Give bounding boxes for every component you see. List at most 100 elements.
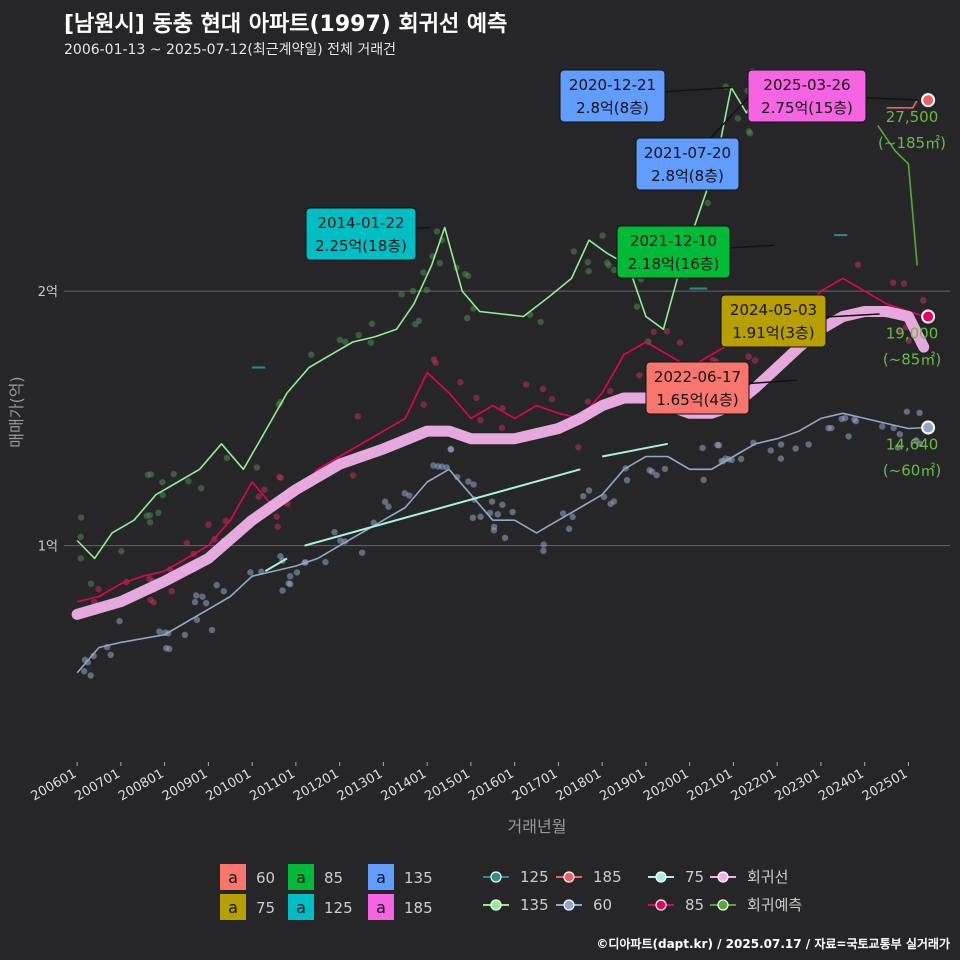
x-tick-label: 201901	[597, 766, 647, 804]
y-axis-title: 매매가(억)	[7, 376, 26, 447]
scatter-point	[420, 269, 427, 276]
legend-line-label: 회귀선	[747, 868, 788, 886]
scatter-point	[193, 616, 201, 624]
legend-area-key	[288, 864, 314, 890]
scatter-point	[490, 523, 498, 530]
scatter-point	[205, 521, 212, 528]
annotation-date: 2022-06-17	[654, 368, 741, 386]
scatter-point	[385, 503, 392, 510]
latest-price-marker	[921, 93, 936, 108]
scatter-point	[118, 547, 125, 555]
series-line-75	[264, 557, 288, 572]
scatter-point	[879, 423, 886, 430]
annotation-box	[720, 294, 827, 348]
right-value-label: 27,500	[886, 108, 939, 126]
scatter-point	[539, 385, 547, 393]
scatter-point	[183, 539, 190, 547]
annotation-text: 2.75억(15층)	[761, 99, 853, 117]
scatter-point	[247, 569, 254, 576]
chart-title: [남원시] 동충 현대 아파트(1997) 회귀선 예측	[64, 12, 508, 37]
scatter-point	[77, 555, 85, 562]
scatter-point	[355, 331, 362, 339]
scatter-point	[498, 424, 506, 431]
legend-area-label: 135	[404, 869, 433, 887]
scatter-point	[116, 617, 123, 625]
scatter-point	[191, 598, 199, 606]
scatter-point	[293, 569, 301, 576]
scatter-point	[509, 508, 516, 516]
scatter-point	[367, 339, 374, 346]
legend-area-label: 75	[256, 899, 275, 917]
scatter-point	[501, 534, 509, 542]
right-area-label: (~60㎡)	[883, 462, 941, 480]
x-tick-label: 201001	[204, 766, 254, 804]
chart-caption: ©디아파트(dapt.kr) / 2025.07.17 / 자료=국토교통부 실…	[596, 937, 950, 951]
scatter-point	[636, 372, 643, 379]
legend-area-key	[368, 864, 394, 890]
scatter-point	[499, 501, 506, 508]
scatter-point	[398, 291, 405, 298]
scatter-point	[852, 417, 860, 425]
y-tick-label: 1억	[38, 540, 58, 555]
scatter-point	[146, 519, 154, 526]
scatter-point	[457, 378, 464, 386]
annotation-box	[559, 69, 666, 123]
scatter-point	[197, 484, 205, 492]
annotation-text: 2.8억(8층)	[576, 99, 649, 117]
annotation-label: 2022-06-17 1.65억(4층)	[645, 361, 798, 415]
scatter-point	[523, 381, 530, 388]
scatter-point	[903, 408, 911, 415]
annotation-box	[635, 137, 740, 191]
scatter-point	[90, 652, 97, 660]
legend-area-symbol: a	[376, 868, 386, 887]
scatter-point	[767, 447, 774, 454]
annotation-date: 2021-07-20	[644, 144, 731, 162]
scatter-point	[287, 573, 294, 580]
legend-area-key	[288, 894, 314, 920]
legend-line-dot	[490, 871, 502, 883]
annotation-date: 2024-05-03	[730, 301, 817, 319]
scatter-point	[202, 599, 210, 607]
scatter-point	[447, 446, 454, 453]
y-tick-label: 2억	[38, 285, 58, 300]
scatter-point	[585, 268, 592, 275]
series-line-75	[602, 442, 668, 458]
scatter-point	[349, 472, 357, 479]
scatter-point	[777, 455, 785, 462]
scatter-point	[548, 396, 556, 403]
scatter-point	[537, 318, 544, 326]
scatter-point	[676, 339, 684, 346]
legend-area-symbol: a	[376, 898, 386, 917]
scatter-point	[623, 476, 631, 484]
legend-line-dot	[717, 871, 729, 883]
annotation-date: 2021-12-10	[630, 232, 717, 250]
scatter-point	[166, 645, 173, 653]
legend-area-symbol: a	[296, 898, 306, 917]
scatter-point	[825, 424, 832, 432]
scatter-point	[745, 353, 752, 360]
annotation-box	[616, 225, 731, 279]
scatter-point	[150, 599, 157, 606]
scatter-point	[159, 491, 166, 499]
legend-line-label: 85	[685, 896, 704, 914]
legend-line-label: 125	[520, 868, 549, 886]
legend-line-dot	[563, 899, 575, 911]
scatter-point	[477, 416, 484, 424]
scatter-point	[570, 248, 578, 255]
scatter-point	[896, 326, 903, 334]
scatter-point	[896, 430, 904, 438]
annotation-label: 2014-01-22 2.25억(18층)	[305, 207, 430, 261]
scatter-point	[185, 478, 192, 485]
scatter-point	[734, 115, 742, 122]
legend-line-dot	[717, 899, 729, 911]
scatter-point	[277, 553, 284, 560]
scatter-point	[610, 498, 618, 505]
scatter-point	[900, 280, 908, 287]
scatter-point	[277, 474, 285, 481]
annotation-label: 2025-03-26 2.75억(15층)	[747, 69, 919, 123]
legend-area-key	[368, 894, 394, 920]
annotation-text: 2.18억(16층)	[628, 255, 720, 273]
scatter-point	[220, 588, 228, 595]
annotation-date: 2025-03-26	[763, 76, 850, 94]
scatter-point	[565, 525, 573, 533]
